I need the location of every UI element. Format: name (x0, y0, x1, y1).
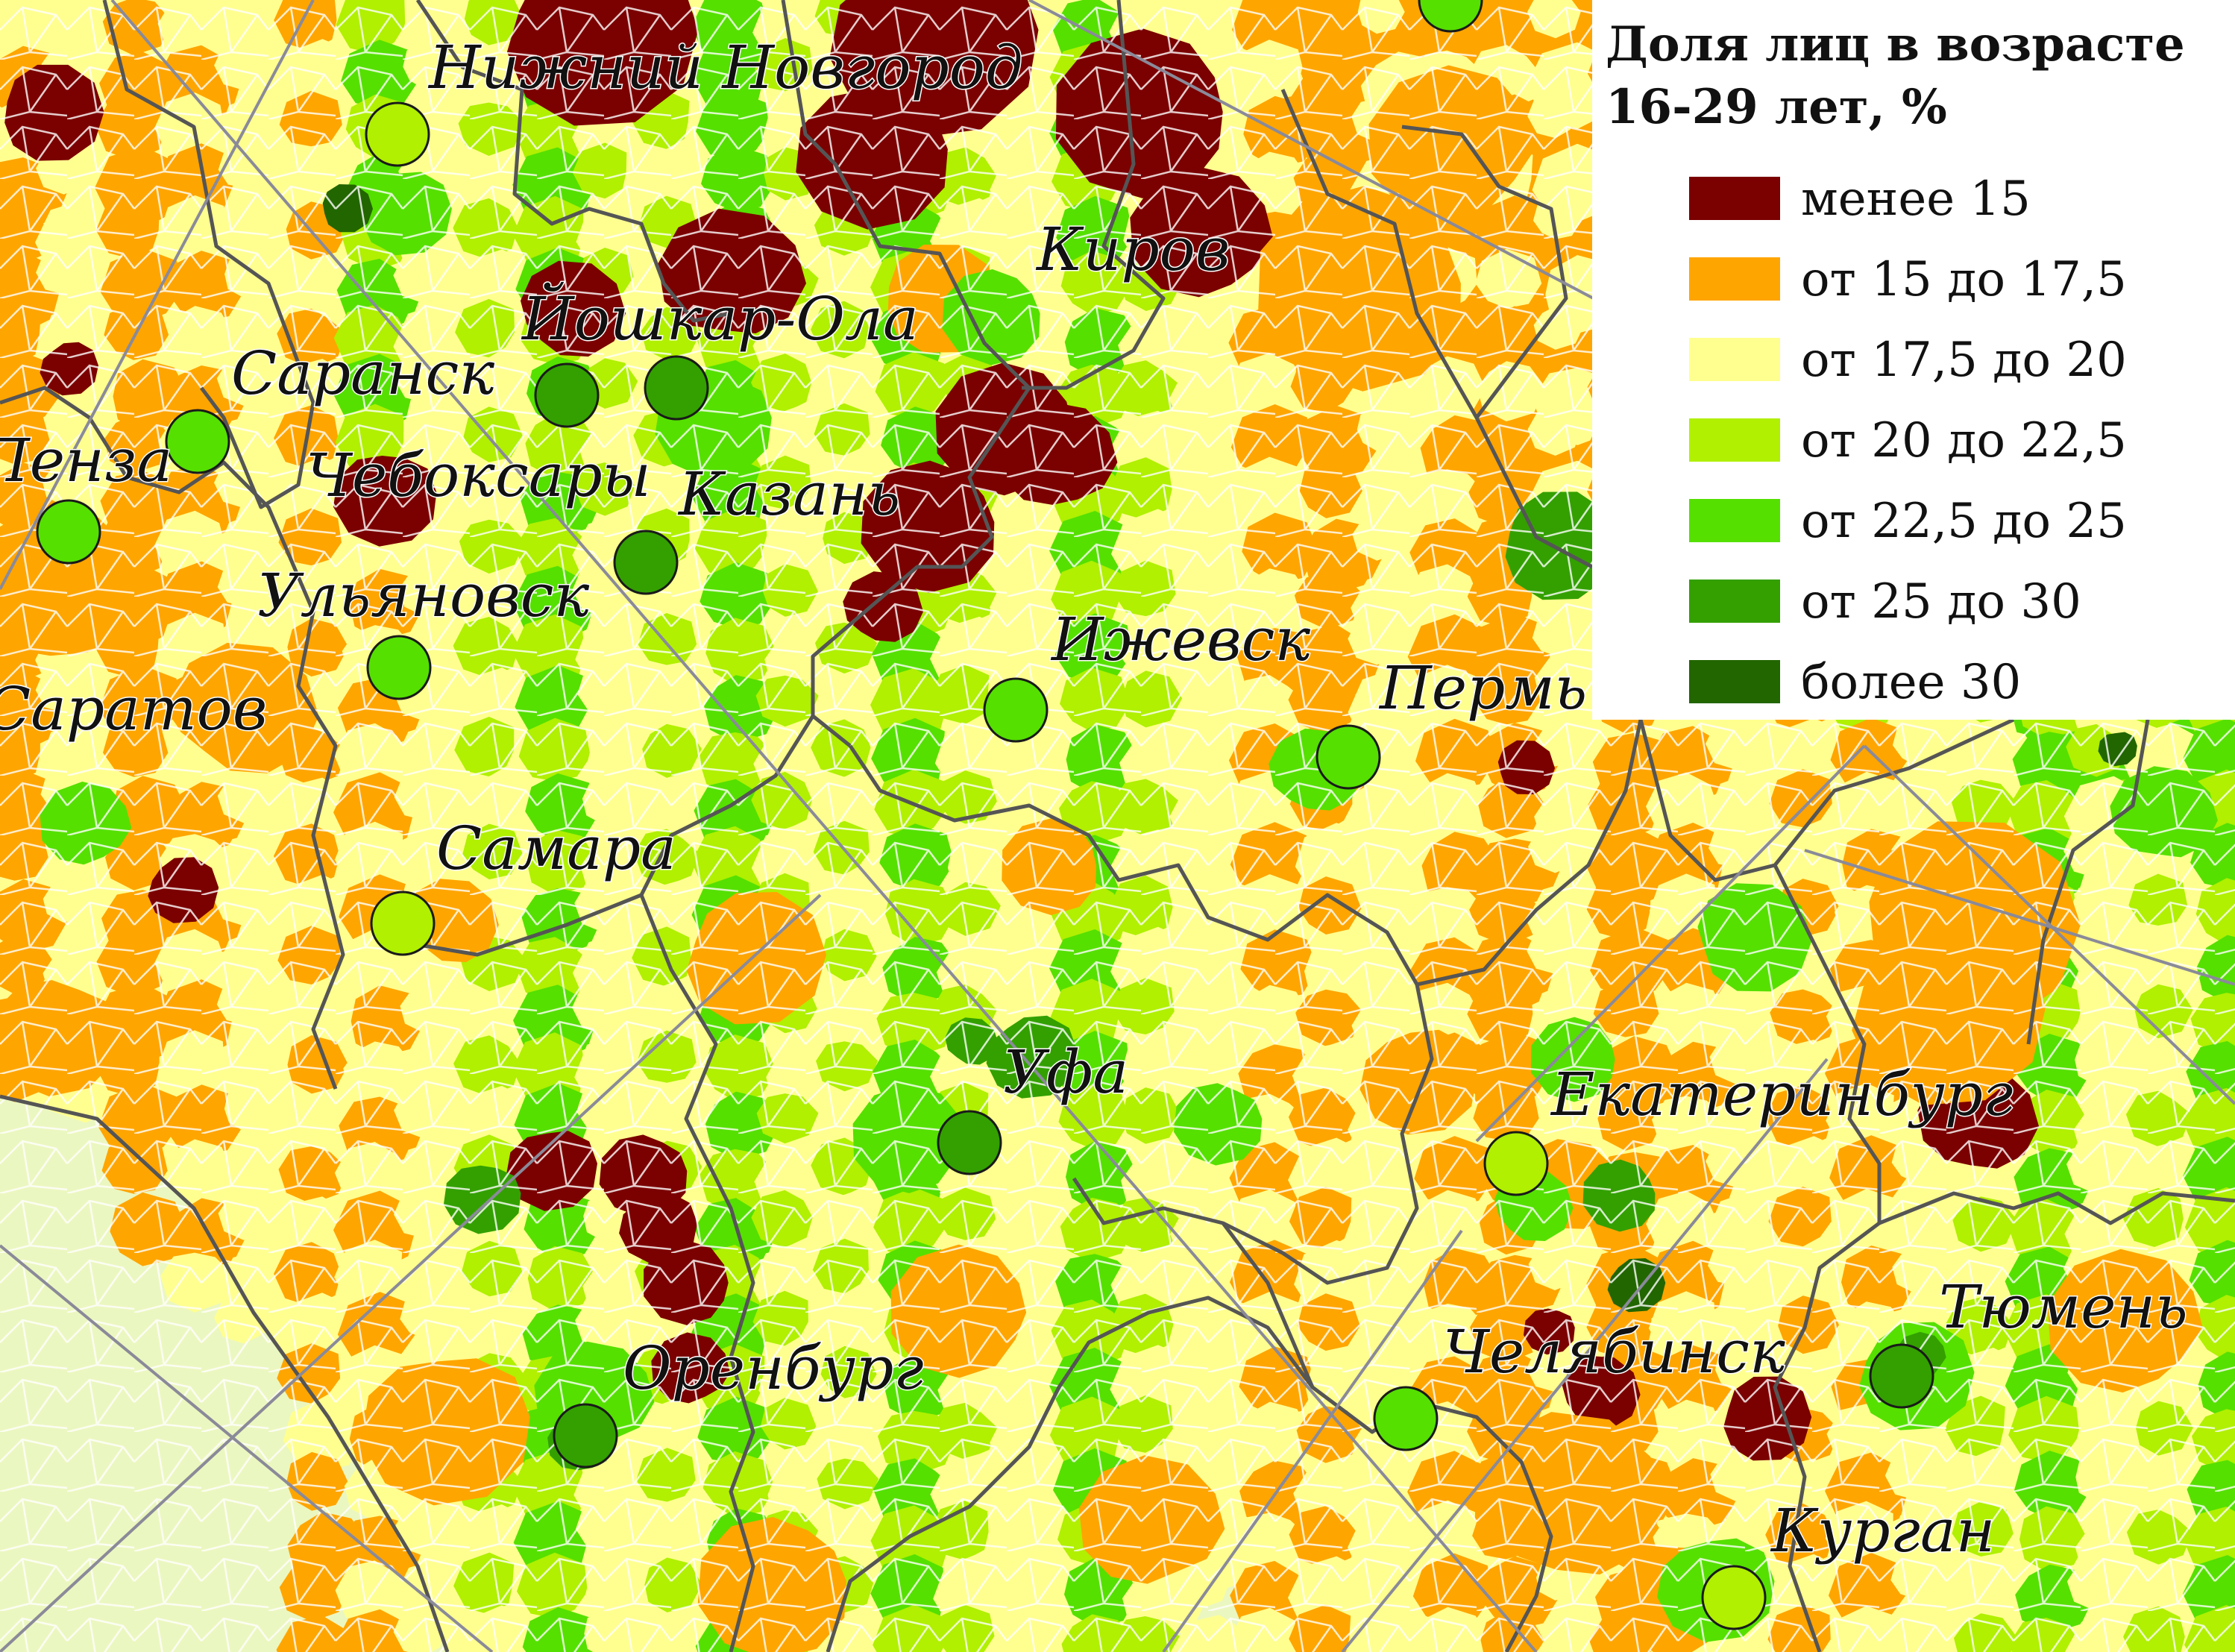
city-label: Йошкар-Ола (521, 281, 919, 354)
city-label: Уфа (1003, 1037, 1128, 1107)
legend-label: менее 15 (1801, 172, 2031, 227)
legend-swatch (1689, 499, 1780, 542)
region-boundary (1401, 125, 1568, 419)
city-labels-layer: Нижний Новгород Киров Йошкар-Ола Саранск Пен… (0, 32, 2189, 1567)
graticule-line (0, 893, 822, 1652)
region-boundary (781, 0, 1031, 747)
region-boundary (1072, 1177, 1553, 1652)
legend-swatch (1689, 660, 1780, 703)
region-boundary (0, 386, 345, 1090)
graticule-line (1804, 849, 2235, 986)
map-legend: Доля лиц в возрасте 16-29 лет, % менее 1… (1592, 0, 2235, 720)
region-boundary (2026, 719, 2150, 1045)
legend-label: от 22,5 до 25 (1801, 494, 2127, 549)
city-label: Пермь (1378, 653, 1587, 723)
graticule-line (110, 0, 1538, 1652)
city-markers-layer (36, 0, 1934, 1630)
city-label: Чебоксары (306, 441, 651, 510)
graticule-line (1863, 744, 2235, 1105)
legend-swatch (1689, 257, 1780, 301)
city-label: Киров (1035, 215, 1230, 284)
city-label: Самара (436, 814, 676, 883)
city-marker (365, 101, 430, 167)
legend-title-line2: 16-29 лет, % (1606, 79, 1947, 135)
city-marker (1483, 1131, 1549, 1196)
city-label: Нижний Новгород (427, 33, 1023, 102)
city-marker (366, 635, 432, 700)
legend-swatch (1689, 580, 1780, 623)
city-marker (937, 1110, 1002, 1175)
graticule-line (1475, 744, 1866, 1143)
legend-label: от 17,5 до 20 (1801, 333, 2127, 388)
legend-label: от 25 до 30 (1801, 574, 2081, 629)
region-boundary (639, 894, 755, 1652)
city-marker (1418, 0, 1483, 33)
city-label: Ижевск (1050, 605, 1310, 674)
legend-title: Доля лиц в возрасте 16-29 лет, % (1606, 13, 2232, 139)
region-boundary (387, 714, 815, 957)
region-boundary (1022, 0, 1166, 390)
city-marker (36, 499, 101, 565)
legend-swatch (1689, 338, 1780, 381)
city-marker (983, 677, 1049, 743)
legend-title-line1: Доля лиц в возрасте (1606, 16, 2185, 72)
region-boundary (1222, 984, 1434, 1285)
city-marker (1701, 1565, 1767, 1630)
region-boundary (1879, 1191, 2235, 1225)
city-label: Пенза (0, 426, 172, 495)
region-boundary (1416, 719, 1643, 987)
legend-label: более 30 (1801, 655, 2022, 710)
city-label: Саранск (231, 339, 494, 408)
region-boundary (848, 744, 1419, 986)
city-marker (553, 1403, 618, 1469)
legend-label: от 20 до 22,5 (1801, 413, 2127, 468)
graticule-line (1028, 0, 1679, 345)
city-marker (534, 362, 600, 428)
city-label: Челябинск (1443, 1317, 1785, 1386)
region-boundary (1280, 89, 1594, 569)
city-marker (370, 891, 436, 956)
city-label: Оренбург (623, 1334, 924, 1403)
city-label: Казань (677, 459, 900, 529)
graticule-line (0, 0, 315, 590)
city-marker (644, 355, 709, 421)
graticule-line (1341, 1058, 1829, 1652)
region-boundary (102, 0, 315, 509)
region-boundary (826, 1295, 1314, 1652)
graticule-line (0, 1244, 494, 1652)
city-marker (1869, 1343, 1934, 1409)
legend-label: от 15 до 17,5 (1801, 252, 2127, 307)
city-label: Ульяновск (257, 561, 590, 630)
city-label: Тюмень (1939, 1272, 2188, 1342)
region-boundary (0, 1094, 450, 1652)
legend-swatch (1689, 177, 1780, 220)
region-boundary (1773, 864, 1882, 1652)
city-marker (1373, 1386, 1439, 1451)
city-marker (165, 409, 230, 474)
city-label: Курган (1770, 1496, 1995, 1565)
city-marker (1315, 724, 1381, 790)
graticule-line (1162, 1229, 1463, 1652)
city-label: Екатеринбург (1550, 1060, 2013, 1129)
city-label: Саратов (0, 674, 267, 744)
city-marker (613, 530, 679, 595)
region-boundary (415, 0, 732, 323)
legend-swatch (1689, 418, 1780, 462)
